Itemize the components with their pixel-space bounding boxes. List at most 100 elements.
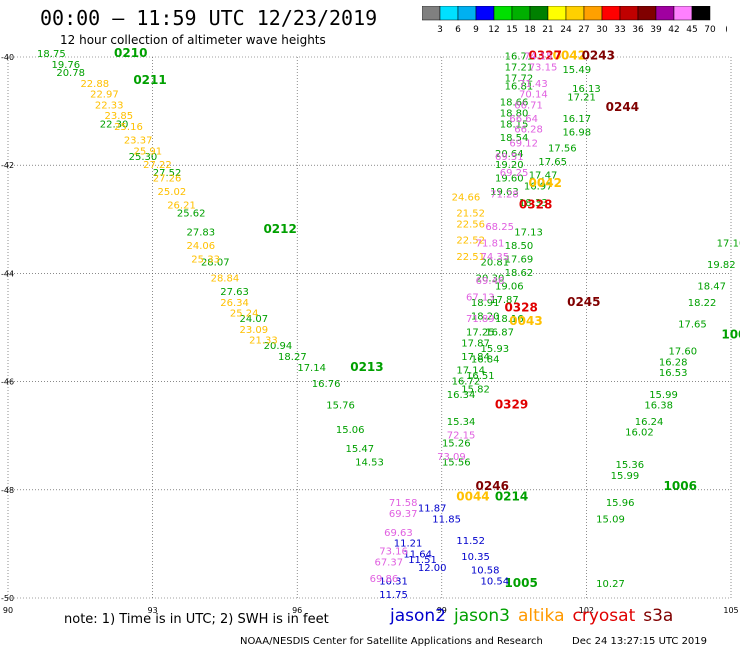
wave-height-label: 20.94 — [264, 341, 293, 352]
wave-height-label: 25.30 — [129, 152, 158, 163]
wave-height-label: 18.66 — [500, 98, 529, 109]
wave-height-label: 16.38 — [644, 401, 673, 412]
wave-height-label: 15.09 — [596, 514, 625, 525]
pass-time-label: 0243 — [582, 49, 615, 63]
wave-height-label: 17.84 — [461, 352, 490, 363]
wave-height-label: 20.81 — [480, 257, 509, 268]
wave-height-label: 15.93 — [480, 344, 509, 355]
wave-height-label: 19.76 — [52, 60, 81, 71]
wave-height-label: 16.53 — [659, 368, 688, 379]
wave-height-label: 10.58 — [471, 566, 500, 577]
wave-height-label: 17.65 — [678, 320, 707, 331]
wave-height-label: 69.25 — [500, 168, 529, 179]
wave-height-label: 15.26 — [442, 439, 471, 450]
wave-height-label: 22.51 — [456, 252, 485, 263]
wave-height-label: 28.07 — [201, 257, 230, 268]
wave-height-label: 22.88 — [80, 79, 109, 90]
wave-height-label: 18.16 — [495, 314, 524, 325]
wave-height-label: 11.75 — [379, 590, 408, 601]
wave-height-label: 10.35 — [461, 552, 490, 563]
wave-height-label: 26.21 — [167, 200, 196, 211]
map-subtitle: 12 hour collection of altimeter wave hei… — [60, 33, 326, 47]
wave-height-label: 18.15 — [500, 119, 529, 130]
pass-time-label: 1006 — [664, 479, 697, 493]
pass-time-label: 0328 — [504, 300, 537, 314]
wave-height-label: 15.06 — [336, 425, 365, 436]
wave-height-label: 72.15 — [447, 430, 476, 441]
wave-height-label: 16.81 — [505, 81, 534, 92]
pass-time-label: 0044 — [456, 490, 489, 504]
wave-height-label: 25.02 — [158, 187, 187, 198]
wave-height-label: 17.14 — [456, 365, 485, 376]
wave-height-label: 20.78 — [56, 68, 85, 79]
wave-height-label: 17.87 — [490, 295, 519, 306]
wave-height-label: 18.54 — [500, 133, 529, 144]
wave-height-label: 71.28 — [490, 190, 519, 201]
wave-height-label: 23.85 — [105, 111, 134, 122]
color-swatch — [691, 6, 711, 21]
wave-height-label: 27.22 — [143, 160, 172, 171]
wave-height-label: 68.25 — [485, 222, 514, 233]
wave-height-label: 15.99 — [611, 471, 640, 482]
wave-height-label: 16.71 — [505, 52, 534, 63]
wave-height-label: 19.60 — [495, 173, 524, 184]
pass-time-label: 0212 — [263, 222, 296, 236]
legend-cryosat: cryosat — [572, 606, 636, 626]
wave-height-label: 16.76 — [312, 379, 341, 390]
wave-height-label: 70.14 — [519, 90, 548, 101]
wave-height-label: 15.96 — [606, 498, 635, 509]
wave-height-label: 15.76 — [326, 401, 355, 412]
latitude-tick-label: -44 — [1, 269, 14, 278]
wave-height-label: 69.86 — [370, 574, 399, 585]
wave-height-label: 73.16 — [379, 547, 408, 558]
wave-height-label: 69.63 — [384, 528, 413, 539]
color-scale-label: 36 — [632, 25, 644, 35]
pass-time-label: 0211 — [133, 73, 166, 87]
wave-height-label: 11.51 — [408, 555, 437, 566]
color-scale-label: 24 — [560, 25, 572, 35]
wave-height-label: 24.07 — [239, 314, 268, 325]
wave-height-label: 16.34 — [447, 390, 476, 401]
wave-height-label: 19.82 — [707, 260, 736, 271]
generated-timestamp: Dec 24 13:27:15 UTC 2019 — [572, 636, 708, 647]
wave-height-label: 27.83 — [186, 228, 215, 239]
pass-time-label: 0245 — [567, 295, 600, 309]
wave-height-label: 15.47 — [346, 444, 375, 455]
wave-height-label: 16.28 — [659, 357, 688, 368]
wave-height-label: 25.33 — [191, 255, 220, 266]
wave-height-label: 16.87 — [485, 328, 514, 339]
wave-height-label: 27.63 — [220, 287, 249, 298]
pass-time-label: 0214 — [495, 490, 528, 504]
wave-height-label: 73.09 — [437, 452, 466, 463]
wave-height-label: 18.22 — [688, 298, 717, 309]
wave-height-label: 11.85 — [432, 514, 461, 525]
wave-height-label: 26.34 — [220, 298, 249, 309]
wave-height-label: 16.17 — [562, 114, 591, 125]
wave-height-label: 15.56 — [442, 457, 471, 468]
wave-height-label: 15.34 — [447, 417, 476, 428]
wave-height-label: 17.87 — [461, 338, 490, 349]
wave-height-label: 25.16 — [114, 122, 143, 133]
wave-height-label: 17.47 — [529, 171, 558, 182]
wave-height-label: 24.66 — [452, 192, 481, 203]
wave-height-label: 17.25 — [466, 328, 495, 339]
wave-height-label: 18.47 — [697, 282, 726, 293]
wave-height-label: 22.30 — [100, 119, 129, 130]
longitude-tick-label: 93 — [148, 606, 158, 615]
wave-height-label: 10.27 — [596, 579, 625, 590]
wave-height-label: 19.20 — [495, 160, 524, 171]
wave-height-label: 17.13 — [514, 228, 543, 239]
wave-height-label: 19.63 — [490, 187, 519, 198]
wave-height-label: 22.33 — [95, 100, 124, 111]
color-scale-label: 42 — [668, 25, 679, 35]
wave-height-label: 25.62 — [177, 209, 206, 220]
wave-height-label: 25.91 — [133, 146, 162, 157]
wave-height-label: 18.75 — [37, 49, 66, 60]
wave-height-label: 17.69 — [505, 255, 534, 266]
wave-height-label: 11.87 — [418, 503, 447, 514]
color-scale-label: 3 — [437, 25, 443, 35]
wave-height-label: 66.28 — [514, 125, 543, 136]
wave-height-label: 71.89 — [466, 314, 495, 325]
wave-height-label: 18.27 — [278, 352, 307, 363]
